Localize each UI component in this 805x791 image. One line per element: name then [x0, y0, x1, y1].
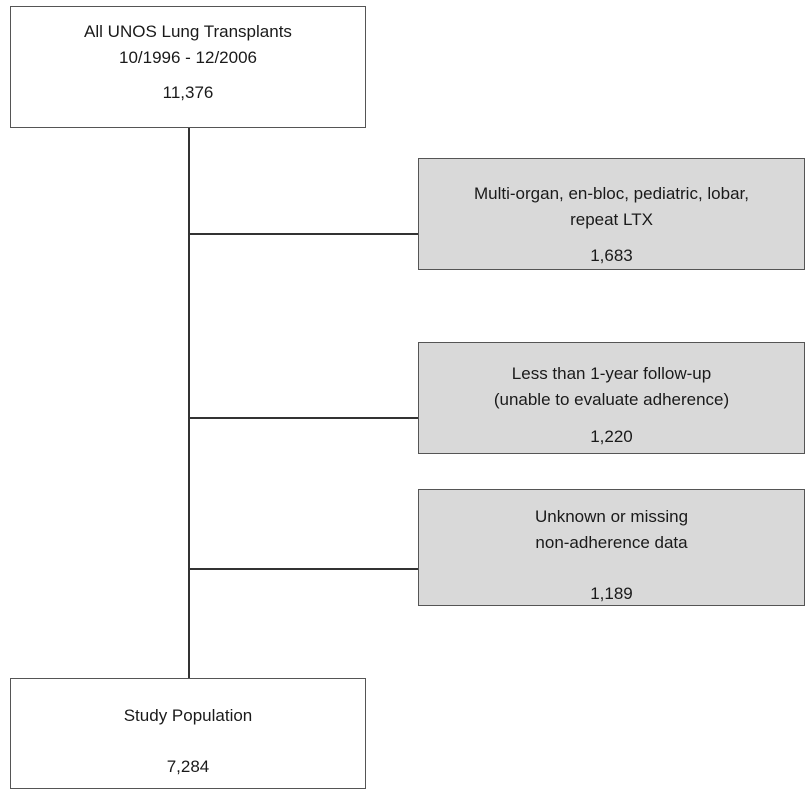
exclusion-3-count: 1,189: [590, 584, 633, 603]
study-population-title: Study Population: [123, 706, 253, 725]
study-population-box: Study Population 7,284: [10, 678, 366, 789]
exclusion-box-1: Multi-organ, en-bloc, pediatric, lobar, …: [418, 158, 805, 270]
exclusion-1-count: 1,683: [590, 246, 633, 265]
exclusion-1-line-1: Multi-organ, en-bloc, pediatric, lobar,: [474, 184, 749, 203]
study-population-count: 7,284: [166, 757, 210, 776]
exclusion-box-3: Unknown or missing non-adherence data 1,…: [418, 489, 805, 606]
source-population-box: All UNOS Lung Transplants 10/1996 - 12/2…: [10, 6, 366, 128]
source-count: 11,376: [162, 83, 214, 102]
exclusion-2-count: 1,220: [590, 427, 633, 446]
source-date-range: 10/1996 - 12/2006: [118, 48, 257, 67]
source-title: All UNOS Lung Transplants: [84, 22, 292, 41]
exclusion-3-line-2: non-adherence data: [535, 533, 688, 552]
exclusion-1-line-2: repeat LTX: [570, 210, 653, 229]
exclusion-2-line-1: Less than 1-year follow-up: [511, 364, 712, 383]
exclusion-box-2: Less than 1-year follow-up (unable to ev…: [418, 342, 805, 454]
exclusion-2-line-2: (unable to evaluate adherence): [493, 390, 730, 409]
exclusion-3-line-1: Unknown or missing: [534, 507, 689, 526]
